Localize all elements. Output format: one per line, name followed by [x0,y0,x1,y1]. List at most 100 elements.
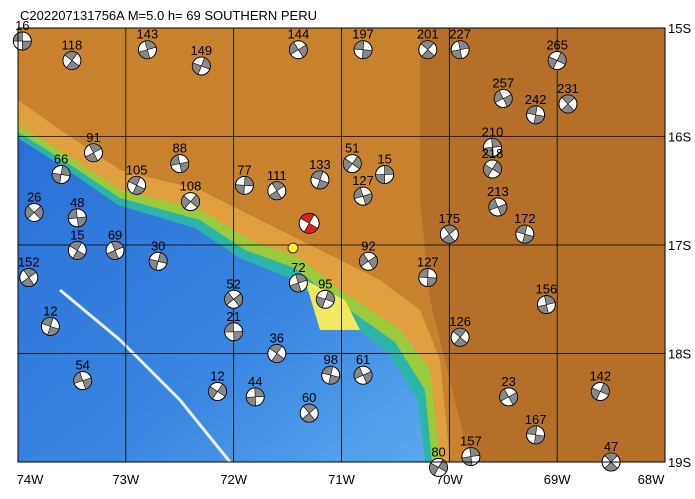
beachball-quadrant [483,138,502,157]
beachball-quadrant [41,317,60,336]
beachball [24,202,44,222]
depth-label: 105 [126,162,148,177]
beachball [299,403,319,423]
beachball-quadrant [128,176,146,195]
beachball [288,40,308,60]
beachball-quadrant [604,452,618,472]
depth-label: 92 [361,238,375,253]
depth-label: 149 [190,43,212,58]
beachball-quadrant [375,165,394,184]
beachball [342,154,362,174]
depth-label: 175 [438,211,460,226]
beachball-quadrant [547,52,567,70]
depth-label: 265 [546,38,568,53]
lon-label: 69W [544,472,571,487]
depth-label: 60 [302,390,316,405]
beachball-quadrant [300,213,319,234]
beachball [493,89,513,109]
depth-label: 12 [43,303,57,318]
depth-label: 157 [460,434,482,449]
beachball-quadrant [441,224,457,244]
beachball-quadrant [316,290,335,309]
beachball-quadrant [192,57,211,75]
beachball [353,40,373,60]
beachball-quadrant [245,387,265,407]
beachball-quadrant [526,105,545,125]
beachball [590,381,610,401]
beachball [310,170,330,190]
beachball-quadrant [359,253,378,270]
beachball-quadrant [269,344,285,363]
beachball-quadrant [591,382,610,401]
beachball [191,56,211,76]
beachball-quadrant [353,40,373,59]
beachball [353,365,373,385]
beachball [439,224,459,244]
depth-label: 23 [501,374,515,389]
beachball-quadrant [526,425,545,445]
beachball [207,381,227,401]
depth-label: 54 [75,358,89,373]
events: 16 118 143 149 144 197 201 227 265 257 242 231 210 21… [12,18,621,477]
beachball-quadrant [51,165,71,184]
beachball [450,327,470,347]
beachball [267,344,287,363]
beachball [450,40,470,60]
depth-label: 48 [70,195,84,210]
beachball [536,295,556,315]
depth-label: 69 [108,227,122,242]
beachball [51,164,71,184]
beachball-quadrant [321,365,340,385]
beachball-quadrant [170,154,190,173]
depth-label: 118 [62,38,83,53]
beachball-quadrant [452,327,468,347]
depth-label: 156 [536,282,558,297]
beachball [482,137,502,157]
beachball [488,197,508,217]
depth-label: 80 [431,444,445,459]
beachball [181,192,201,212]
depth-label: 72 [291,260,305,275]
beachball [315,289,335,309]
beachball [499,387,519,407]
depth-label: 142 [589,368,611,383]
depth-label: 231 [557,81,579,96]
beachball [288,273,308,293]
depth-label: 26 [27,189,41,204]
beachball-quadrant [560,94,575,114]
depth-label: 47 [604,439,618,454]
beachball-quadrant [420,40,435,59]
beachball-quadrant [461,447,481,466]
beachball-quadrant [353,187,373,206]
beachball [353,186,373,206]
depth-label: 197 [352,27,374,42]
depth-label: 95 [318,276,332,291]
depth-label: 242 [525,92,547,107]
beachball [67,208,87,228]
beachball [429,457,449,477]
beachball [418,268,438,288]
beachball-quadrant [181,194,200,209]
beachball-quadrant [148,252,168,271]
depth-label: 201 [417,27,439,42]
lat-label: 16S [668,130,691,145]
depth-label: 51 [345,141,359,156]
beachball-quadrant [20,268,37,287]
beachball [105,240,125,260]
beachball [127,175,147,195]
station [287,242,299,254]
beachball-quadrant [537,295,556,314]
depth-label: 127 [417,255,439,270]
beachball-quadrant [450,40,470,59]
beachball-quadrant [429,459,448,476]
beachball-quadrant [85,143,102,163]
depth-label: 257 [492,76,514,91]
beachball-quadrant [24,205,44,220]
lat-label: 15S [668,21,691,36]
beachball [73,371,93,391]
frame [17,27,666,463]
depth-label: 227 [449,27,471,42]
depth-label: 172 [514,211,536,226]
main-event [298,212,320,234]
depth-label: 98 [323,352,337,367]
